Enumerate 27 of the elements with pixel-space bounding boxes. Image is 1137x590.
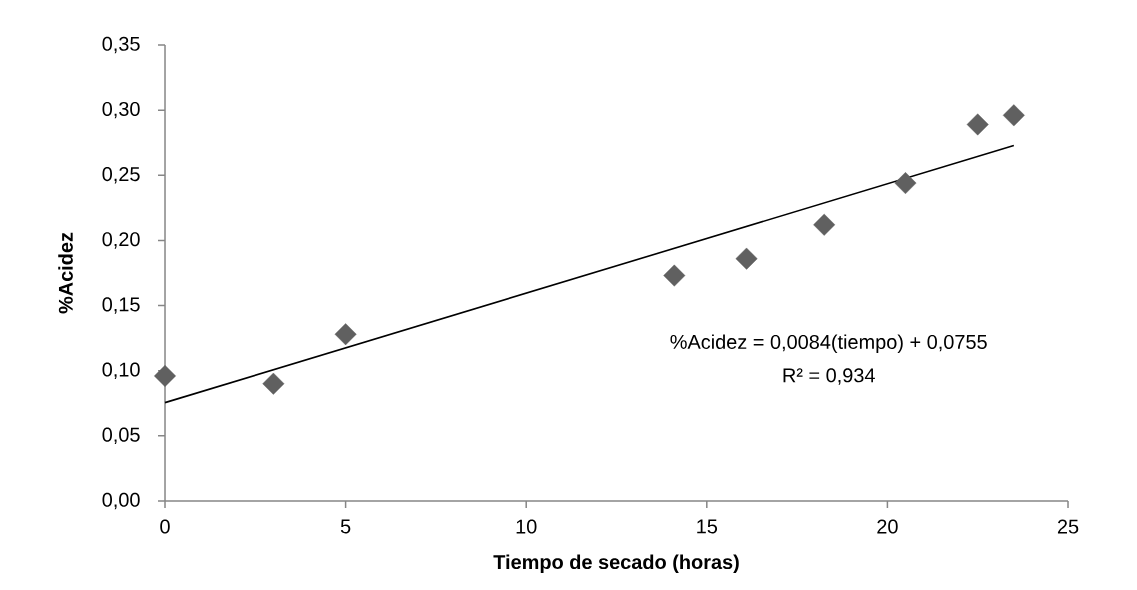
y-tick-label: 0,30 (102, 101, 140, 119)
x-tick-label: 15 (697, 519, 718, 534)
point (663, 264, 686, 287)
y-tick-label: 0,15 (102, 297, 140, 314)
x-tick-label: 0 (160, 519, 170, 534)
x-tick-label: 5 (340, 519, 351, 534)
y-tick-label: 0,00 (102, 492, 140, 510)
y-tick-label: 0,05 (102, 427, 140, 445)
x-tick-label: 10 (516, 519, 537, 534)
y-tick-label: 0,20 (102, 232, 140, 249)
x-axis-title: Tiempo de secado (horas) (493, 554, 739, 574)
y-axis-title: %Acidez (58, 232, 73, 314)
point (1002, 104, 1025, 127)
point (735, 247, 758, 270)
point (966, 113, 989, 136)
x-tick-label: 25 (1057, 519, 1079, 534)
point (154, 364, 176, 387)
point (334, 323, 357, 346)
y-tick-label: 0,35 (102, 36, 140, 54)
annotation: %Acidez = 0,0084(tiempo) + 0,0755 (670, 334, 987, 353)
y-tick-label: 0,25 (102, 167, 140, 184)
point (262, 372, 285, 395)
annotation: R² = 0,934 (783, 368, 875, 385)
point (894, 172, 917, 195)
y-tick-label: 0,10 (102, 362, 140, 379)
x-tick-label: 20 (877, 519, 898, 534)
point (813, 213, 836, 236)
